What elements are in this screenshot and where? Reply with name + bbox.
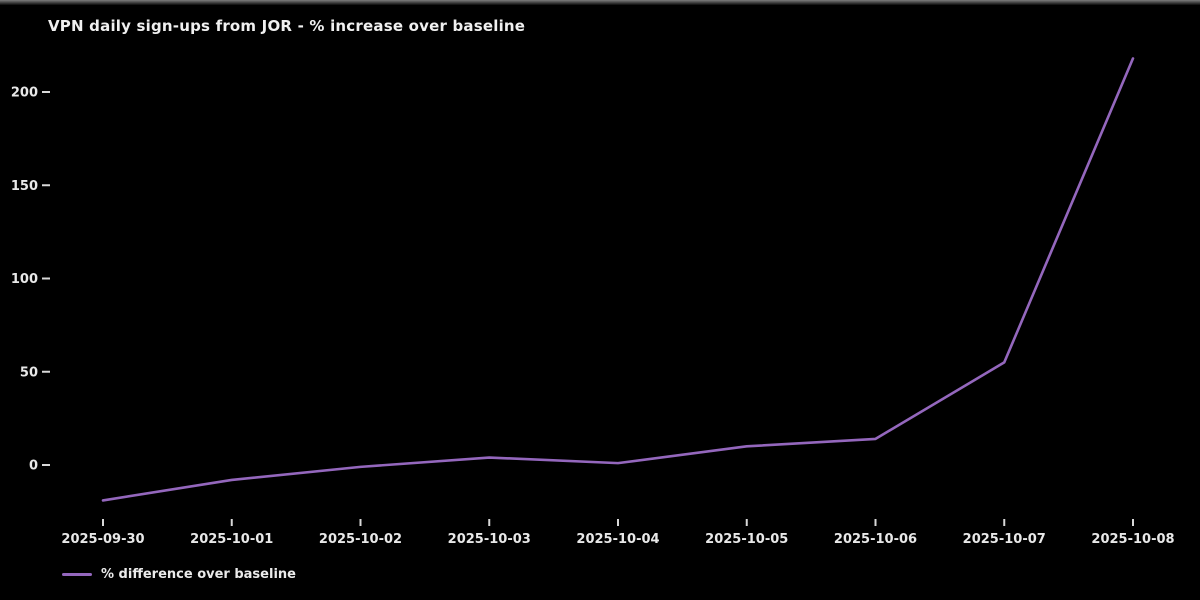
legend: % difference over baseline [62,567,296,582]
y-axis-tick-label: 50 [20,365,38,380]
x-axis-tick-label: 2025-10-06 [834,532,917,547]
series-line [101,57,1135,502]
window-top-edge [0,0,1200,5]
legend-line-swatch [62,573,92,576]
y-axis-tick-label: 200 [11,86,38,101]
y-axis-tick-label: 100 [11,272,38,287]
y-axis-tick-label: 0 [29,459,38,474]
x-axis-tick-label: 2025-10-08 [1091,532,1174,547]
x-axis-tick-label: 2025-09-30 [61,532,144,547]
legend-label: % difference over baseline [101,567,296,582]
x-axis-tick-label: 2025-10-02 [319,532,402,547]
x-axis-tick-label: 2025-10-07 [963,532,1046,547]
y-axis-tick-label: 150 [11,179,38,194]
x-axis-tick-label: 2025-10-04 [576,532,659,547]
x-axis-tick-label: 2025-10-01 [190,532,273,547]
chart-title: VPN daily sign-ups from JOR - % increase… [48,17,526,35]
x-axis-tick-label: 2025-10-05 [705,532,788,547]
x-axis-tick-label: 2025-10-03 [448,532,531,547]
